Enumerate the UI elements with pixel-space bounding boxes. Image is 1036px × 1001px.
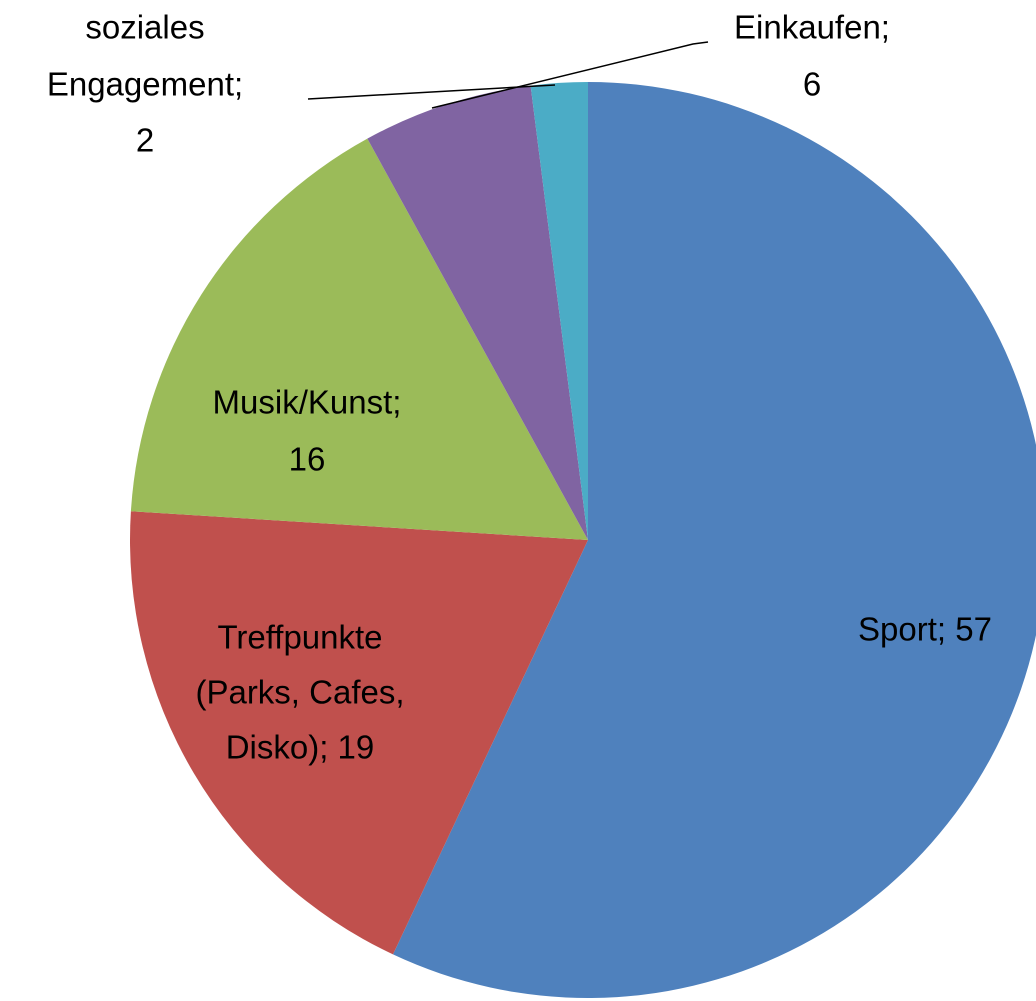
- data-label: 2: [136, 122, 154, 159]
- data-label: Musik/Kunst;: [213, 384, 402, 421]
- data-label: soziales: [85, 9, 204, 46]
- data-label: Treffpunkte: [217, 619, 382, 656]
- data-label: (Parks, Cafes,: [195, 674, 404, 711]
- pie-slice: [129, 511, 588, 955]
- data-label: 16: [289, 441, 326, 478]
- pie-slice: [367, 85, 588, 541]
- pie-slice: [392, 82, 1036, 998]
- data-label: Disko); 19: [226, 729, 375, 766]
- pie-slice: [130, 138, 589, 540]
- pie-slice: [530, 82, 588, 540]
- leader-line: [431, 41, 709, 109]
- data-label: 6: [803, 66, 821, 103]
- data-label: Engagement;: [47, 66, 243, 103]
- data-label: Sport; 57: [858, 611, 992, 648]
- data-label: Einkaufen;: [734, 9, 890, 46]
